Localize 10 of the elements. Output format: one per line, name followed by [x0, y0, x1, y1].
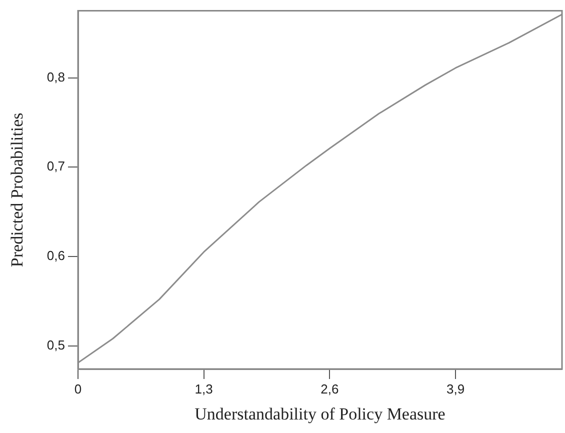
y-tick-label: 0,5 [46, 337, 65, 352]
x-tick-label: 0 [74, 381, 82, 396]
x-tick-label: 1,3 [194, 381, 213, 396]
y-tick-label: 0,6 [46, 248, 65, 264]
x-tick-label: 2,6 [320, 381, 339, 396]
x-tick-label: 3,9 [446, 381, 465, 396]
y-tick-label: 0,8 [46, 69, 65, 84]
y-axis-title: Predicted Probabilities [8, 112, 27, 268]
x-axis-title: Understandability of Policy Measure [194, 404, 446, 424]
y-tick-label: 0,7 [46, 158, 65, 174]
